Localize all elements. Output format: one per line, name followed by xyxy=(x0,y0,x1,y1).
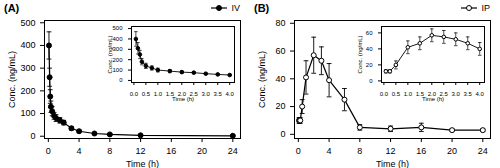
svg-text:0: 0 xyxy=(280,129,285,139)
svg-text:16: 16 xyxy=(166,146,176,156)
svg-text:0.5: 0.5 xyxy=(142,91,151,97)
svg-text:40: 40 xyxy=(366,46,373,52)
html-text:(A): (A) xyxy=(4,2,20,14)
svg-text:Conc. (ng/mL): Conc. (ng/mL) xyxy=(107,35,113,73)
svg-text:20: 20 xyxy=(197,146,207,156)
svg-text:200: 200 xyxy=(112,57,123,63)
svg-text:500: 500 xyxy=(20,18,35,28)
svg-text:80: 80 xyxy=(275,18,285,28)
svg-text:Conc. (ng/mL): Conc. (ng/mL) xyxy=(257,51,267,108)
svg-text:0: 0 xyxy=(46,146,51,156)
svg-text:60: 60 xyxy=(275,46,285,56)
svg-text:0: 0 xyxy=(30,131,35,141)
svg-text:24: 24 xyxy=(478,146,488,156)
svg-text:400: 400 xyxy=(112,36,123,42)
svg-text:4: 4 xyxy=(77,146,82,156)
svg-text:3.0: 3.0 xyxy=(452,91,461,97)
svg-text:Conc. (ng/mL): Conc. (ng/mL) xyxy=(7,51,17,108)
svg-text:16: 16 xyxy=(416,146,426,156)
svg-text:300: 300 xyxy=(20,63,35,73)
svg-text:2.5: 2.5 xyxy=(189,90,198,97)
svg-text:200: 200 xyxy=(20,86,35,96)
svg-text:3.5: 3.5 xyxy=(464,91,473,97)
svg-text:20: 20 xyxy=(275,101,285,111)
svg-text:2.0: 2.0 xyxy=(177,90,186,97)
svg-text:24: 24 xyxy=(228,146,238,156)
svg-text:3.5: 3.5 xyxy=(214,91,223,97)
html-text:IV: IV xyxy=(231,3,240,13)
svg-text:20: 20 xyxy=(366,62,373,68)
svg-text:100: 100 xyxy=(112,67,123,73)
svg-text:Conc. (ng/mL): Conc. (ng/mL) xyxy=(357,35,363,73)
svg-text:500: 500 xyxy=(112,25,123,31)
svg-text:0: 0 xyxy=(119,77,123,83)
svg-text:Time (h): Time (h) xyxy=(376,159,409,168)
svg-text:400: 400 xyxy=(20,40,35,50)
html-text:IP: IP xyxy=(481,3,490,13)
svg-text:Time (h): Time (h) xyxy=(172,96,194,102)
svg-text:8: 8 xyxy=(107,146,112,156)
svg-text:Time (h): Time (h) xyxy=(126,159,159,168)
svg-text:Time (h): Time (h) xyxy=(422,96,444,102)
svg-text:1.5: 1.5 xyxy=(165,90,174,97)
svg-text:1.5: 1.5 xyxy=(415,90,424,97)
svg-text:4.0: 4.0 xyxy=(226,91,235,97)
svg-text:0.0: 0.0 xyxy=(130,91,139,97)
svg-text:0: 0 xyxy=(296,146,301,156)
svg-text:2.0: 2.0 xyxy=(427,90,436,97)
svg-text:4: 4 xyxy=(327,146,332,156)
svg-text:0.5: 0.5 xyxy=(392,91,401,97)
svg-text:40: 40 xyxy=(275,74,285,84)
svg-text:3.0: 3.0 xyxy=(202,91,211,97)
svg-text:4.0: 4.0 xyxy=(476,91,485,97)
html-text:(B): (B) xyxy=(254,2,270,14)
svg-text:60: 60 xyxy=(366,30,373,36)
svg-text:100: 100 xyxy=(20,108,35,118)
svg-text:8: 8 xyxy=(357,146,362,156)
svg-text:20: 20 xyxy=(447,146,457,156)
svg-text:2.5: 2.5 xyxy=(439,90,448,97)
svg-text:1.0: 1.0 xyxy=(154,91,163,97)
svg-text:1.0: 1.0 xyxy=(404,91,413,97)
svg-text:0.0: 0.0 xyxy=(380,91,389,97)
svg-text:0: 0 xyxy=(369,78,373,84)
svg-text:12: 12 xyxy=(136,146,146,156)
svg-text:12: 12 xyxy=(386,146,396,156)
svg-text:300: 300 xyxy=(112,46,123,52)
